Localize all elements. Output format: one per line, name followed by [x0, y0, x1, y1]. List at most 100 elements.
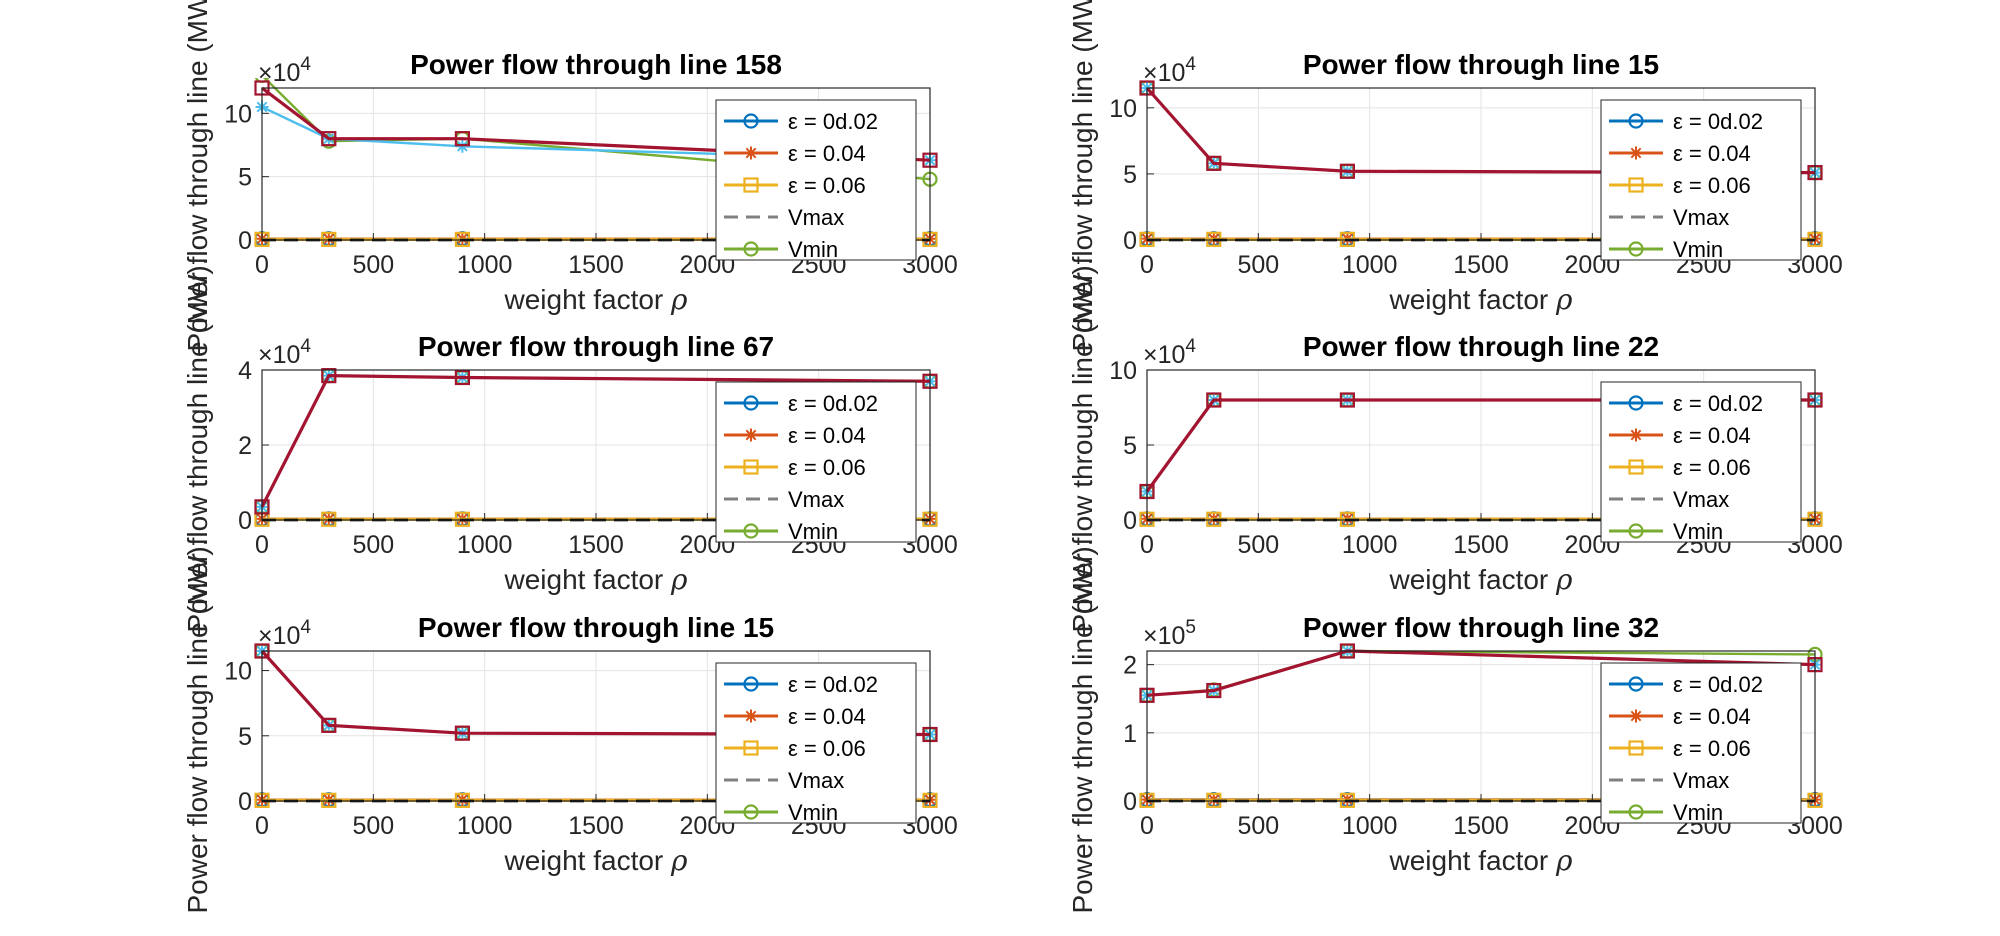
y-tick-label: 2 — [1123, 652, 1137, 680]
data-point — [321, 131, 337, 147]
y-tick-label: 10 — [1109, 357, 1137, 385]
legend-label: ε = 0d.02 — [1673, 391, 1763, 416]
y-tick-label: 10 — [1109, 95, 1137, 123]
legend-marker — [1629, 709, 1643, 723]
y-exponent-label: ×104 — [258, 336, 311, 369]
x-tick-label: 0 — [255, 251, 269, 279]
y-axis-label: Power flow through line (MW). — [1067, 538, 1098, 913]
y-exponent-label: ×104 — [258, 617, 311, 650]
legend-label: ε = 0d.02 — [1673, 109, 1763, 134]
subplot-title: Power flow through line 15 — [418, 612, 774, 643]
x-tick-label: 0 — [1140, 531, 1154, 559]
legend-label: Vmin — [1673, 519, 1723, 544]
legend-marker — [744, 428, 758, 442]
legend-label: ε = 0.06 — [788, 736, 866, 761]
legend-marker — [743, 676, 759, 692]
y-axis-label: Power flow through line (MW). — [1067, 0, 1098, 352]
legend-label: ε = 0.06 — [1673, 736, 1751, 761]
y-exponent-label: ×104 — [1143, 336, 1196, 369]
series-line — [260, 649, 931, 737]
subplot-title: Power flow through line 22 — [1303, 331, 1659, 362]
legend-marker — [1628, 241, 1644, 257]
data-point — [1339, 163, 1356, 179]
legend-marker — [743, 740, 759, 756]
legend-label: ε = 0.04 — [788, 141, 866, 166]
y-exponent-label: ×104 — [258, 54, 311, 87]
subplot-title: Power flow through line 158 — [410, 49, 782, 80]
y-tick-label: 0 — [1123, 788, 1137, 816]
x-tick-label: 1000 — [1342, 812, 1398, 840]
legend-label: Vmin — [788, 237, 838, 262]
legend: ε = 0d.02 ε = 0.04 ε = 0.06 Vmax Vmin — [1600, 99, 1802, 262]
y-tick-label: 0 — [238, 507, 252, 535]
legend-marker — [1628, 177, 1644, 193]
legend-label: ε = 0d.02 — [788, 109, 878, 134]
x-tick-label: 1500 — [568, 251, 624, 279]
y-tick-label: 4 — [238, 357, 252, 385]
legend-label: ε = 0.04 — [788, 704, 866, 729]
legend-marker — [1628, 395, 1644, 411]
data-point — [454, 369, 470, 386]
legend-marker — [744, 146, 758, 160]
legend-label: ε = 0d.02 — [788, 391, 878, 416]
legend: ε = 0d.02 ε = 0.04 ε = 0.06 Vmax Vmin — [1600, 662, 1802, 825]
legend-label: ε = 0.04 — [788, 423, 866, 448]
legend-label: ε = 0.04 — [1673, 141, 1751, 166]
x-tick-label: 500 — [352, 531, 394, 559]
legend: ε = 0d.02 ε = 0.04 ε = 0.06 Vmax Vmin — [715, 662, 917, 825]
subplot-title: Power flow through line 32 — [1303, 612, 1659, 643]
x-tick-label: 1000 — [457, 251, 513, 279]
x-tick-label: 500 — [1237, 812, 1279, 840]
x-tick-label: 1500 — [1453, 251, 1509, 279]
x-tick-label: 0 — [255, 531, 269, 559]
legend-label: ε = 0.06 — [788, 173, 866, 198]
y-tick-label: 10 — [224, 100, 252, 128]
legend-marker — [743, 804, 759, 820]
legend: ε = 0d.02 ε = 0.04 ε = 0.06 Vmax Vmin — [1600, 381, 1802, 544]
legend-label: ε = 0.06 — [1673, 173, 1751, 198]
legend-marker — [1629, 146, 1643, 160]
legend-marker — [1629, 428, 1643, 442]
legend: ε = 0d.02 ε = 0.04 ε = 0.06 Vmax Vmin — [715, 381, 917, 544]
legend-marker — [743, 113, 759, 129]
data-point — [455, 139, 469, 153]
legend-marker — [1628, 676, 1644, 692]
x-tick-label: 0 — [1140, 251, 1154, 279]
data-point — [1206, 682, 1222, 699]
x-tick-label: 1500 — [1453, 812, 1509, 840]
legend-label: Vmax — [788, 768, 844, 793]
legend-marker — [743, 395, 759, 411]
y-tick-label: 0 — [238, 227, 252, 255]
plot-area — [1139, 392, 1823, 527]
x-tick-label: 1500 — [568, 531, 624, 559]
x-axis-label: weight factor ρ — [1389, 563, 1574, 596]
x-tick-label: 0 — [255, 812, 269, 840]
x-axis-label: weight factor ρ — [504, 563, 689, 596]
data-point — [321, 717, 337, 733]
legend-label: Vmax — [788, 487, 844, 512]
series-line — [1146, 649, 1816, 697]
y-tick-label: 10 — [224, 658, 252, 686]
x-tick-label: 500 — [352, 251, 394, 279]
legend-label: Vmax — [788, 205, 844, 230]
x-tick-label: 1000 — [1342, 251, 1398, 279]
x-tick-label: 1500 — [1453, 531, 1509, 559]
legend-label: ε = 0.04 — [1673, 704, 1751, 729]
legend-marker — [743, 177, 759, 193]
series-line — [260, 374, 931, 508]
x-tick-label: 500 — [1237, 531, 1279, 559]
data-point — [1206, 155, 1222, 171]
legend-marker — [744, 709, 758, 723]
y-exponent-label: ×104 — [1143, 54, 1196, 87]
legend: ε = 0d.02 ε = 0.04 ε = 0.06 Vmax Vmin — [715, 99, 917, 262]
x-axis-label: weight factor ρ — [1389, 844, 1574, 877]
legend-label: Vmax — [1673, 487, 1729, 512]
legend-marker — [1628, 459, 1644, 475]
y-axis-label: Power flow through line (MW). — [182, 538, 213, 913]
